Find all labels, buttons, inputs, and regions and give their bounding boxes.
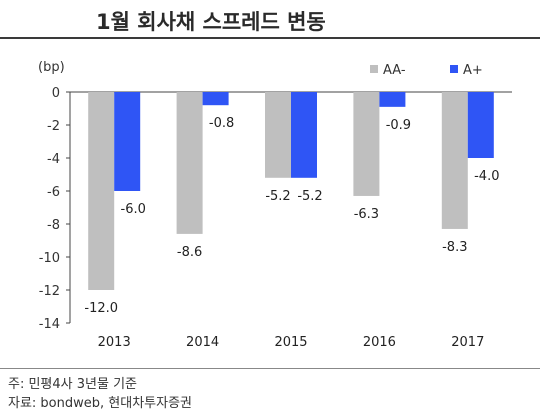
chart-title: 1월 회사채 스프레드 변동 (96, 10, 326, 34)
data-label: -5.2 (265, 189, 290, 204)
x-tick-label: 2016 (363, 335, 396, 350)
legend-label: AA- (383, 63, 406, 78)
bar-A-2017 (467, 92, 494, 158)
y-tick-label: -10 (39, 251, 60, 266)
y-tick-label: 0 (52, 86, 60, 101)
data-label: -4.0 (474, 169, 499, 184)
x-tick-label: 2013 (98, 335, 131, 350)
x-tick-label: 2017 (451, 335, 484, 350)
legend-swatch (450, 65, 458, 73)
bar-AA-2013 (88, 92, 115, 290)
bar-A-2014 (202, 92, 229, 106)
x-axis-ticks: 2013 2014 2015 2016 2017 (98, 335, 485, 350)
y-tick-label: -14 (39, 317, 60, 332)
bar-AA-2016 (353, 92, 380, 196)
legend: AA- A+ (370, 63, 483, 78)
y-axis-unit-label: (bp) (38, 60, 65, 75)
y-tick-label: -12 (39, 284, 60, 299)
bar-AA-2014 (176, 92, 203, 234)
bar-AA-2017 (441, 92, 468, 229)
bar-A-2016 (379, 92, 406, 107)
footnote: 주: 민평4사 3년물 기준 (8, 377, 137, 392)
data-label: -0.9 (386, 118, 411, 133)
data-labels-group: -12.0 -6.0 -8.6 -0.8 -5.2 -5.2 -6.3 -0.9 -8.3 -4.… (84, 116, 499, 316)
y-tick-label: -6 (47, 185, 60, 200)
source-note: 자료: bondweb, 현대차투자증권 (8, 396, 192, 411)
y-tick-label: -8 (47, 218, 60, 233)
notes-divider (0, 368, 540, 369)
y-tick-label: -4 (47, 152, 60, 167)
y-tick-label: -2 (47, 119, 60, 134)
data-label: -8.3 (442, 240, 467, 255)
legend-label: A+ (463, 63, 483, 78)
bar-chart: (bp) 0 -2 -4 -6 -8 -10 -12 -14 -12.0 -6.0 -8.6 -0.… (38, 60, 512, 350)
bar-AA-2015 (265, 92, 291, 178)
data-label: -6.3 (354, 207, 379, 222)
data-label: -5.2 (297, 189, 322, 204)
bar-A-2015 (291, 92, 317, 178)
x-tick-label: 2014 (186, 335, 219, 350)
data-label: -8.6 (177, 245, 202, 260)
bars-group (88, 92, 494, 290)
bar-A-2013 (114, 92, 141, 191)
data-label: -6.0 (121, 202, 146, 217)
title-divider (0, 37, 540, 39)
x-tick-label: 2015 (274, 335, 307, 350)
legend-swatch (370, 65, 378, 73)
data-label: -12.0 (84, 301, 118, 316)
data-label: -0.8 (209, 116, 234, 131)
